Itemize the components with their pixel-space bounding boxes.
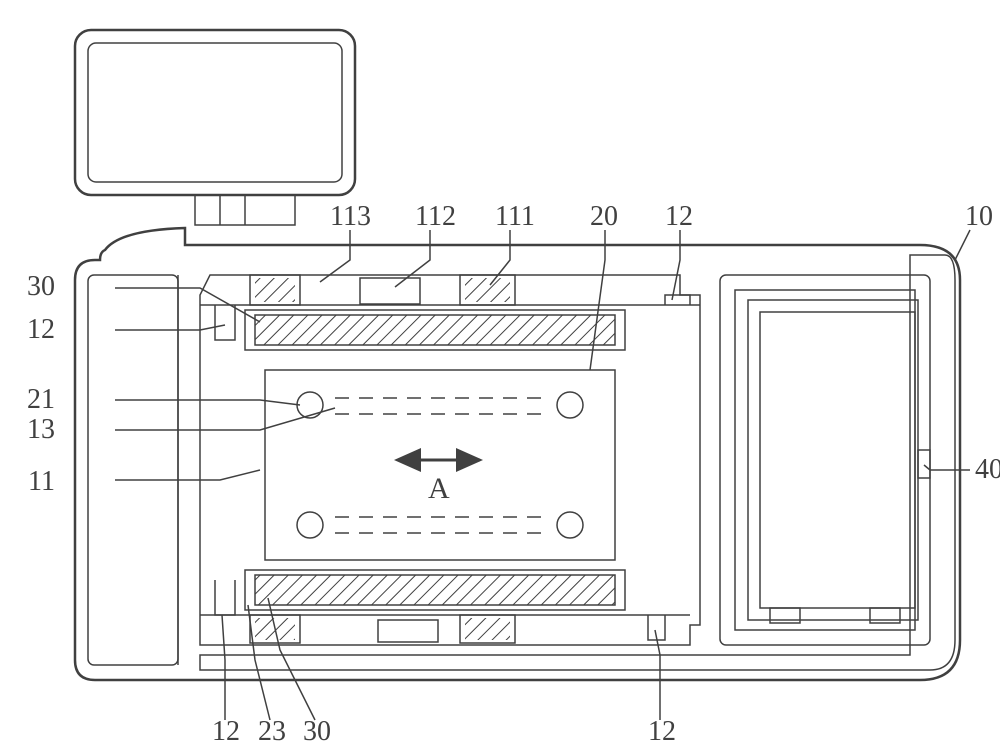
label-12-bl: 12: [212, 716, 240, 742]
label-12-left: 12: [27, 314, 55, 345]
top-block: [75, 30, 355, 225]
label-111: 111: [495, 201, 535, 232]
label-23: 23: [258, 716, 286, 742]
label-30-b: 30: [303, 716, 331, 742]
label-30-top: 30: [27, 271, 55, 302]
label-11: 11: [28, 466, 55, 497]
leaders: [115, 230, 970, 720]
label-12-br: 12: [648, 716, 676, 742]
label-20: 20: [590, 201, 618, 232]
label-10: 10: [965, 201, 993, 232]
camera-body: [75, 228, 960, 680]
labels: 113 112 111 20 12 10 30 12 21 13 11 40 1…: [27, 201, 1000, 742]
label-21: 21: [27, 384, 55, 415]
technical-drawing: 113 112 111 20 12 10 30 12 21 13 11 40 1…: [0, 0, 1000, 742]
label-112: 112: [415, 201, 456, 232]
label-113: 113: [330, 201, 371, 232]
label-A: A: [428, 472, 450, 505]
label-40: 40: [975, 454, 1000, 485]
label-13: 13: [27, 414, 55, 445]
label-12-top: 12: [665, 201, 693, 232]
drive-frame: [200, 275, 700, 645]
right-module: [720, 275, 930, 645]
